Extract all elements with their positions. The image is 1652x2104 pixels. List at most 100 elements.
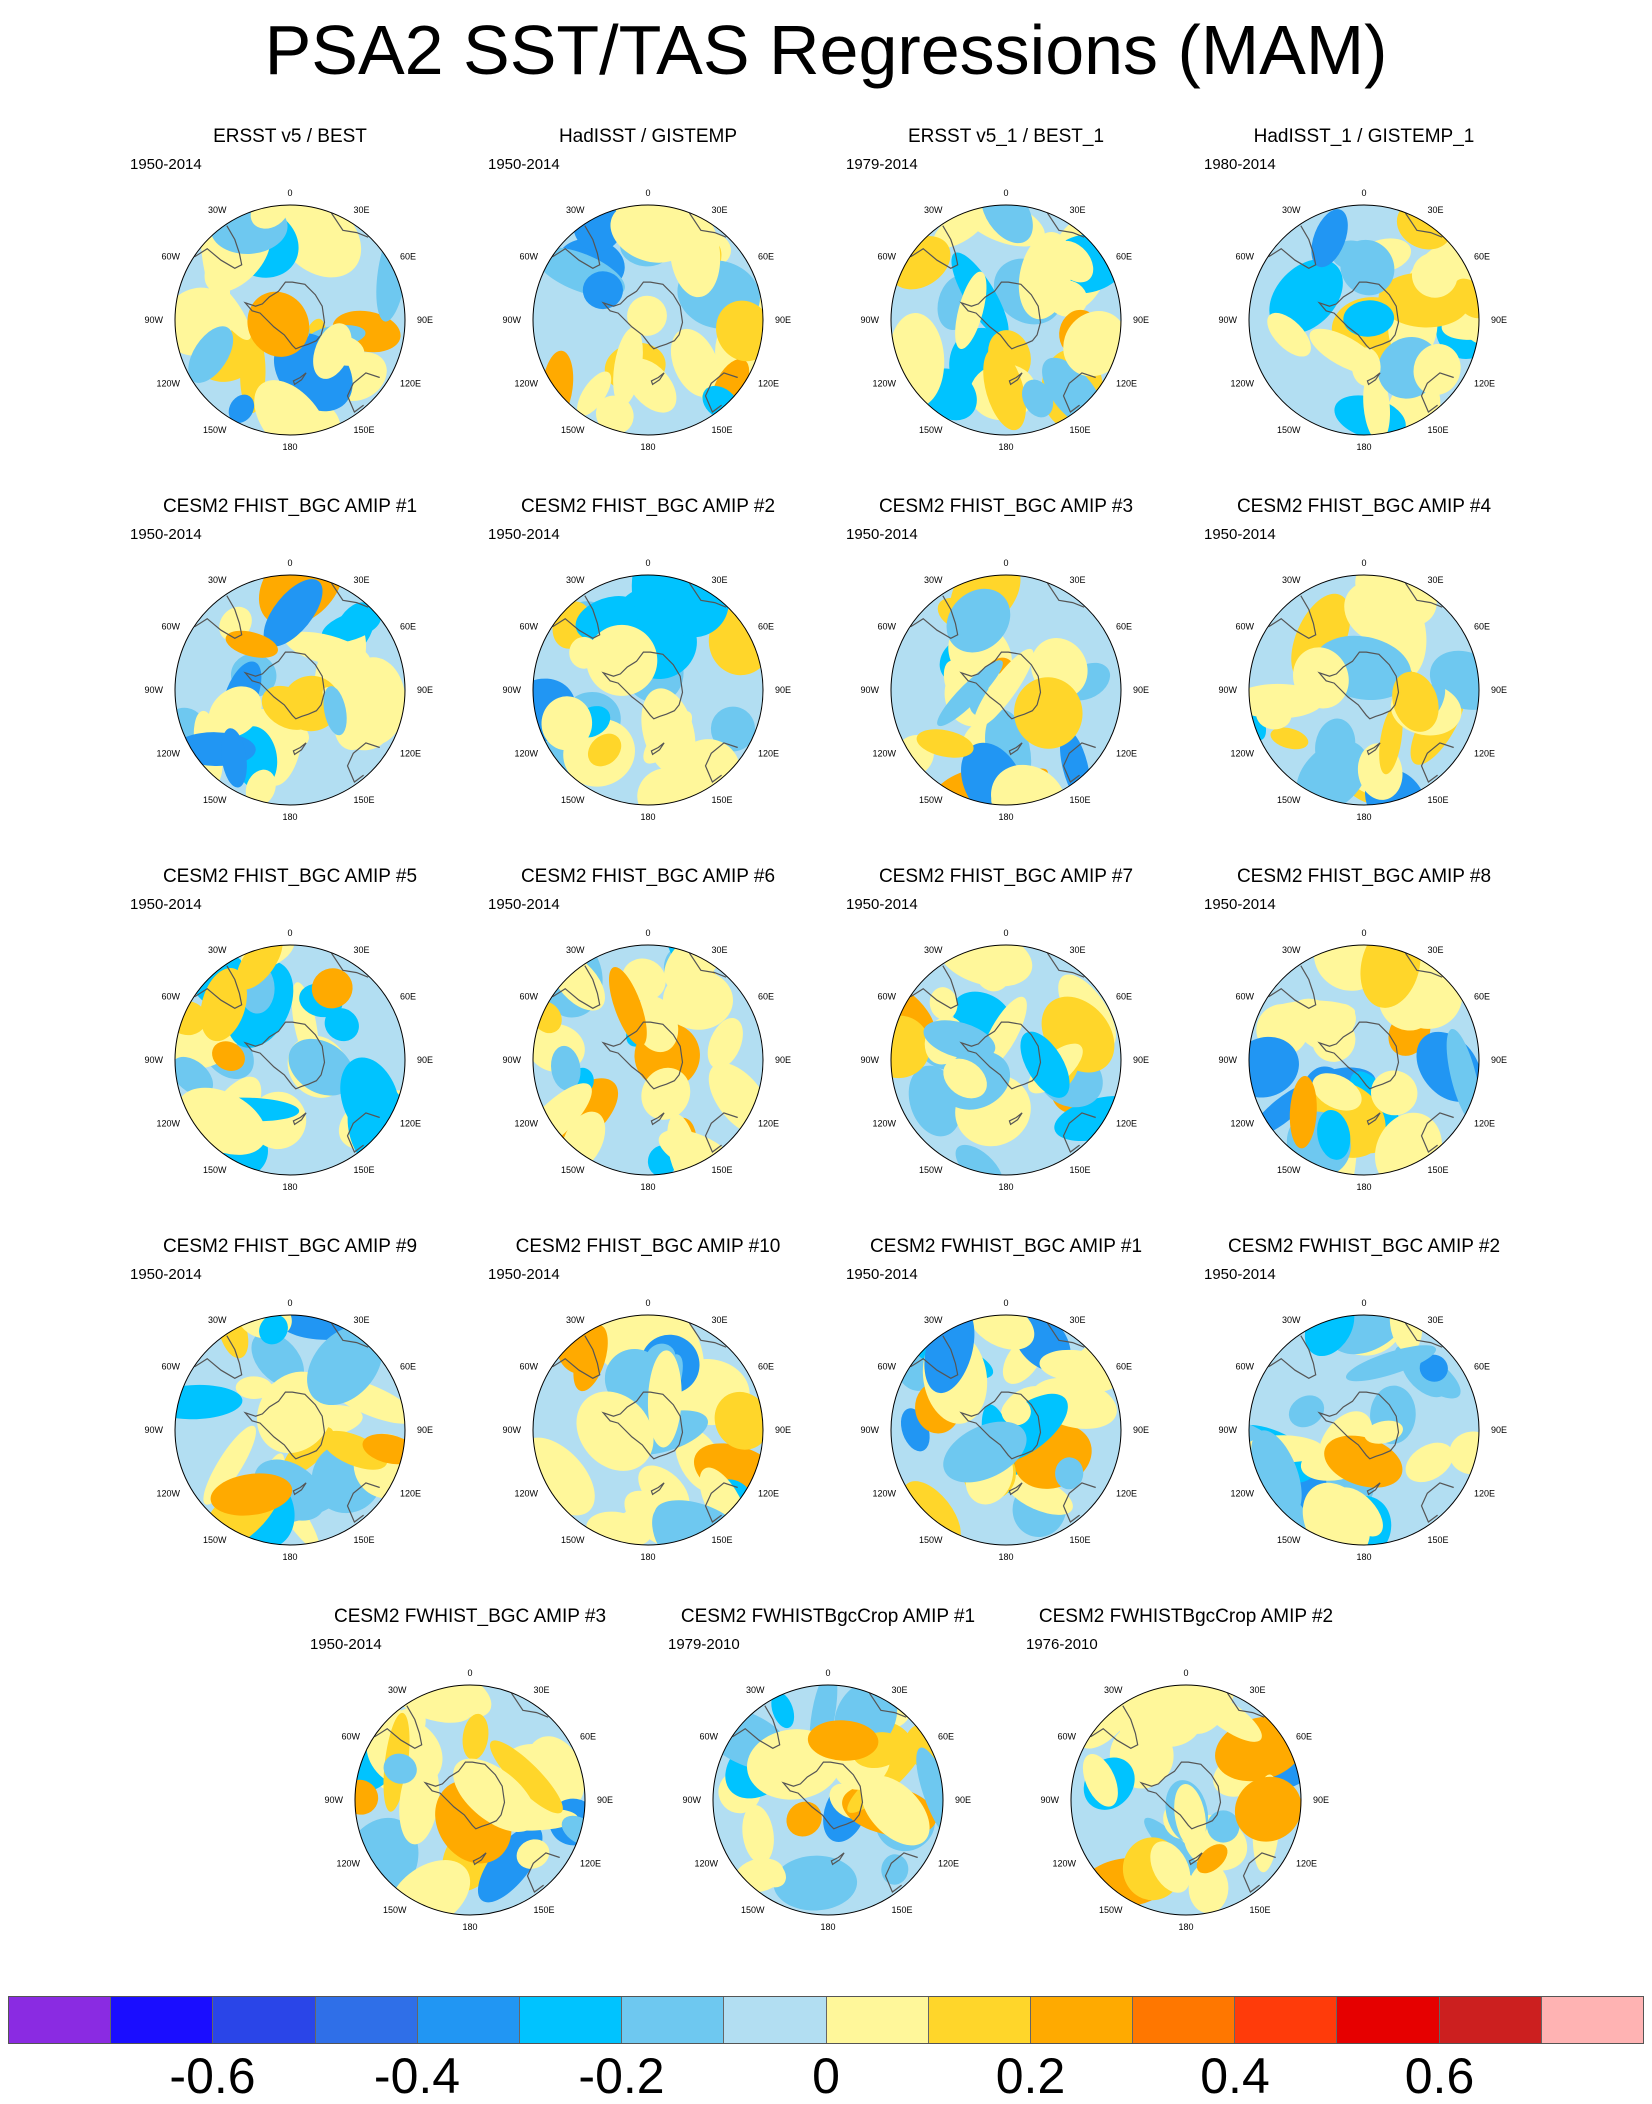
panel-period: 1950-2014 <box>488 526 560 543</box>
anomaly-patch <box>561 1815 585 1846</box>
anomaly-patch <box>981 205 1033 244</box>
anomaly-patch <box>1392 671 1439 732</box>
coastline <box>1062 742 1096 783</box>
anomaly-patch <box>923 1020 996 1060</box>
polar-map: 0 30E 60E 90E 120E 150E 180 150W 120W 90W 60W 30W <box>860 928 1149 1192</box>
map-border <box>532 574 764 806</box>
coastline <box>292 1112 307 1126</box>
longitude-label: 150W <box>561 795 585 805</box>
coastline <box>910 595 959 639</box>
longitude-label: 90W <box>1218 685 1237 695</box>
coastline <box>330 1322 369 1348</box>
polar-map: 0 30E 60E 90E 120E 150E 180 150W 120W 90W 60W 30W <box>502 558 791 822</box>
coastline <box>552 965 601 1009</box>
anomaly-patch <box>1193 1690 1262 1742</box>
longitude-label: 0 <box>287 928 292 938</box>
longitude-label: 90W <box>144 1055 163 1065</box>
panel-period: 1950-2014 <box>846 896 918 913</box>
coastline <box>1062 1482 1096 1523</box>
map-panel-6: CESM2 FHIST_BGC AMIP #2 1950-2014 0 30E 60… <box>478 496 818 856</box>
longitude-label: 150E <box>354 1165 375 1175</box>
map-border <box>890 944 1122 1176</box>
map-border <box>1248 944 1480 1176</box>
anomaly-field <box>891 205 1121 435</box>
longitude-label: 90E <box>1133 1425 1149 1435</box>
longitude-label: 150E <box>354 1535 375 1545</box>
longitude-label: 60E <box>1474 1362 1490 1372</box>
map-panel-4: HadISST_1 / GISTEMP_1 1980-2014 0 30E 60E 9… <box>1194 126 1534 486</box>
anomaly-patch <box>707 1017 743 1069</box>
longitude-label: 60W <box>699 1732 718 1742</box>
anomaly-patch <box>462 1713 489 1760</box>
longitude-label: 60E <box>1474 992 1490 1002</box>
anomaly-patch <box>225 630 278 658</box>
coastline <box>601 1021 684 1090</box>
coastline <box>1188 1852 1203 1866</box>
longitude-label: 120W <box>1230 1489 1254 1499</box>
longitude-label: 120W <box>872 1119 896 1129</box>
anomaly-patch <box>1188 1863 1229 1914</box>
longitude-label: 30E <box>354 1315 370 1325</box>
longitude-label: 90W <box>1040 1795 1059 1805</box>
longitude-label: 150W <box>203 1535 227 1545</box>
colorbar-tick-label: 0.2 <box>995 2048 1066 2104</box>
coastline <box>704 372 738 413</box>
longitude-label: 180 <box>640 442 655 452</box>
coastline <box>910 225 959 269</box>
longitude-label: 90E <box>417 1055 433 1065</box>
anomaly-patch <box>771 1692 795 1729</box>
longitude-label: 150W <box>1277 795 1301 805</box>
longitude-label: 90E <box>597 1795 613 1805</box>
longitude-label: 30W <box>924 205 943 215</box>
panel-title: HadISST_1 / GISTEMP_1 <box>1253 126 1475 147</box>
anomaly-patch <box>1343 300 1395 337</box>
polar-map: 0 30E 60E 90E 120E 150E 180 150W 120W 90W 60W 30W <box>144 558 433 822</box>
anomaly-patch <box>773 1855 858 1911</box>
coastlines <box>910 582 1096 783</box>
longitude-label: 150W <box>203 425 227 435</box>
anomaly-patch <box>1020 1031 1070 1098</box>
coastline <box>704 1112 738 1153</box>
longitude-label: 60W <box>1235 992 1254 1002</box>
coastline <box>194 225 243 269</box>
panel-period: 1980-2014 <box>1204 156 1276 173</box>
colorbar-swatch <box>928 1997 1031 2043</box>
coastline <box>650 1112 665 1126</box>
longitude-label: 60E <box>758 1362 774 1372</box>
anomaly-patch <box>1304 1315 1355 1357</box>
anomaly-patch <box>786 1801 822 1837</box>
longitude-label: 180 <box>640 1182 655 1192</box>
longitude-label: 60W <box>1235 1362 1254 1372</box>
longitude-label: 60W <box>877 992 896 1002</box>
longitude-label: 60E <box>1474 622 1490 632</box>
longitude-label: 30W <box>1282 575 1301 585</box>
longitude-label: 0 <box>1003 1298 1008 1308</box>
anomaly-patch <box>630 205 695 247</box>
coastline <box>1366 1112 1381 1126</box>
anomaly-patch <box>1174 1783 1207 1850</box>
anomaly-patch <box>1379 705 1403 775</box>
coastline <box>243 651 326 720</box>
longitude-label: 180 <box>998 1552 1013 1562</box>
polar-map: 0 30E 60E 90E 120E 150E 180 150W 120W 90W 60W 30W <box>502 1298 791 1562</box>
panel-title: CESM2 FHIST_BGC AMIP #9 <box>162 1236 418 1257</box>
coastline <box>243 281 326 350</box>
longitude-label: 90E <box>1133 685 1149 695</box>
longitude-label: 120W <box>514 1489 538 1499</box>
coastline <box>650 372 665 386</box>
coastline <box>1008 1482 1023 1496</box>
colorbar-swatch <box>1541 1997 1643 2043</box>
anomaly-patch <box>1315 718 1356 774</box>
coastline <box>423 1761 506 1830</box>
longitude-label: 60W <box>1235 622 1254 632</box>
anomaly-patch <box>516 1839 550 1869</box>
colorbar-swatch <box>1030 1997 1134 2043</box>
anomaly-patch <box>916 729 974 758</box>
longitude-label: 150W <box>741 1905 765 1915</box>
longitude-label: 120W <box>156 379 180 389</box>
anomaly-patch <box>1249 1036 1299 1098</box>
anomaly-patch <box>235 1376 273 1400</box>
longitude-label: 90W <box>860 1425 879 1435</box>
map-border <box>890 574 1122 806</box>
longitude-label: 120W <box>1230 379 1254 389</box>
